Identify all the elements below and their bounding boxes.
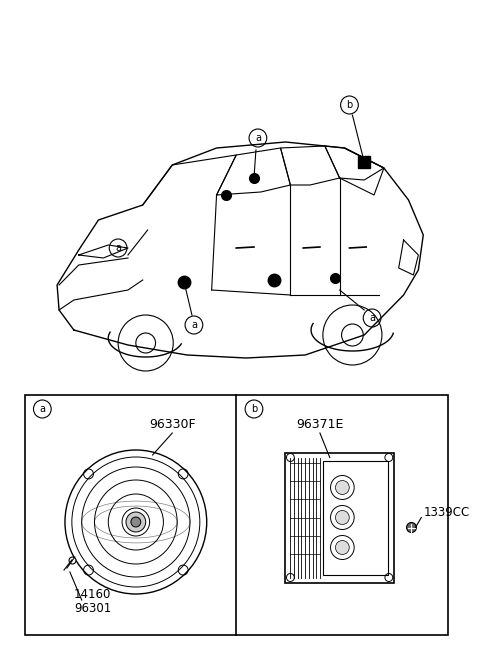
Text: b: b [347,100,353,110]
Circle shape [336,510,349,525]
Bar [323,460,388,574]
Text: a: a [255,133,261,143]
Text: a: a [191,320,197,330]
Text: a: a [115,243,121,253]
Text: 96330F: 96330F [149,419,195,432]
Text: 96371E: 96371E [296,419,344,432]
Text: 1339CC: 1339CC [423,506,469,519]
Circle shape [407,523,416,533]
Bar [286,453,394,582]
Text: a: a [369,313,375,323]
Circle shape [336,540,349,555]
Circle shape [131,517,141,527]
Text: 96301: 96301 [74,603,111,616]
Text: a: a [39,404,45,414]
Text: 14160: 14160 [74,588,111,601]
Bar [24,395,448,635]
Circle shape [336,481,349,495]
Circle shape [126,512,146,532]
Text: b: b [251,404,257,414]
